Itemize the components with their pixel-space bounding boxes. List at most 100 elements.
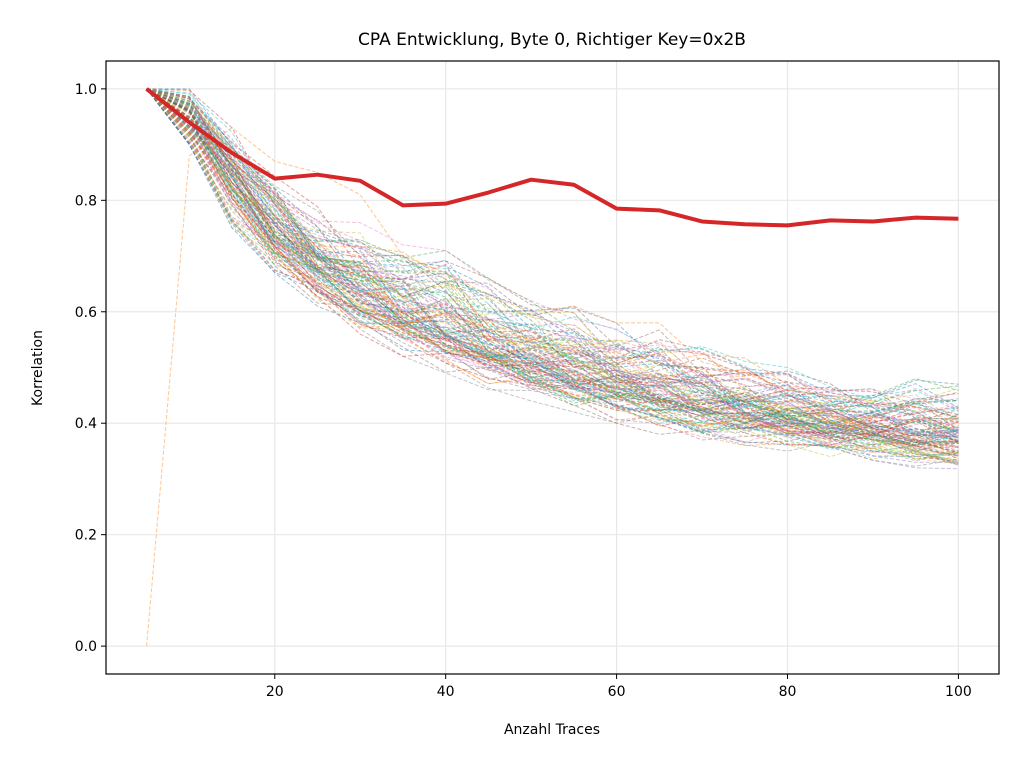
wrong-key-line xyxy=(146,88,959,438)
wrong-key-line xyxy=(146,88,959,435)
wrong-key-line xyxy=(146,88,959,453)
axis-ticks: 20 40 60 80 100 0.0 0.2 0.4 0.6 0.8 1.0 xyxy=(75,82,972,700)
wrong-key-line xyxy=(146,88,959,416)
wrong-key-line xyxy=(146,88,959,434)
wrong-key-line xyxy=(146,88,959,423)
x-tick-label: 40 xyxy=(437,684,455,700)
wrong-key-line xyxy=(146,88,959,465)
wrong-key-line xyxy=(146,88,959,439)
wrong-key-line xyxy=(146,88,959,450)
wrong-key-line xyxy=(146,88,959,431)
wrong-key-line xyxy=(146,88,959,439)
wrong-key-line xyxy=(146,88,959,461)
wrong-key-line xyxy=(146,88,959,442)
wrong-key-line xyxy=(146,88,959,448)
wrong-key-line xyxy=(146,88,959,464)
wrong-key-line xyxy=(146,88,959,426)
wrong-key-line xyxy=(146,88,959,459)
wrong-key-line xyxy=(146,88,959,460)
wrong-key-line xyxy=(146,88,959,442)
wrong-key-line xyxy=(146,88,959,412)
wrong-key-line xyxy=(146,88,959,436)
wrong-key-line xyxy=(146,88,959,453)
wrong-key-line xyxy=(146,88,959,433)
wrong-key-line xyxy=(146,88,959,436)
wrong-key-line xyxy=(146,88,959,427)
wrong-key-line xyxy=(146,88,959,446)
x-tick-label: 60 xyxy=(608,684,626,700)
wrong-key-line xyxy=(146,88,959,446)
wrong-key-line xyxy=(146,88,959,463)
wrong-key-line xyxy=(146,88,959,434)
wrong-key-line xyxy=(146,88,959,456)
wrong-key-line xyxy=(146,88,959,454)
y-tick-label: 0.6 xyxy=(75,305,97,321)
wrong-key-line xyxy=(146,88,959,452)
wrong-key-line xyxy=(146,88,959,423)
wrong-key-line xyxy=(146,88,959,425)
wrong-key-line xyxy=(146,88,959,463)
wrong-key-line xyxy=(146,88,959,424)
wrong-key-line xyxy=(146,88,959,443)
wrong-key-line xyxy=(146,88,959,437)
wrong-key-line xyxy=(146,88,959,444)
y-axis-label: Korrelation xyxy=(30,330,46,406)
wrong-key-line xyxy=(146,88,959,456)
wrong-key-line xyxy=(146,88,959,446)
wrong-key-line xyxy=(146,88,959,437)
wrong-key-line xyxy=(146,88,959,423)
wrong-key-line xyxy=(146,88,959,463)
wrong-key-line xyxy=(146,88,959,437)
wrong-key-line xyxy=(146,88,959,429)
wrong-key-line xyxy=(146,88,959,409)
wrong-key-line xyxy=(146,88,959,433)
wrong-key-line xyxy=(146,88,959,441)
series-lines xyxy=(145,87,959,647)
wrong-key-line xyxy=(146,88,959,465)
wrong-key-line xyxy=(146,88,959,449)
wrong-key-line xyxy=(146,88,959,444)
wrong-key-line xyxy=(146,88,959,434)
y-tick-label: 1.0 xyxy=(75,82,97,98)
wrong-key-line xyxy=(146,88,959,439)
x-axis-label: Anzahl Traces xyxy=(504,722,600,738)
wrong-key-line xyxy=(146,88,959,451)
wrong-key-line xyxy=(146,88,959,437)
y-tick-label: 0.4 xyxy=(75,416,97,432)
wrong-key-line xyxy=(146,88,959,449)
wrong-key-line xyxy=(146,88,959,456)
y-tick-label: 0.2 xyxy=(75,528,97,544)
wrong-key-line xyxy=(146,88,959,465)
wrong-key-line xyxy=(146,88,959,440)
wrong-key-line xyxy=(146,88,959,449)
wrong-key-line xyxy=(146,88,959,462)
wrong-key-line xyxy=(146,88,959,435)
wrong-key-line xyxy=(146,88,959,430)
wrong-key-line xyxy=(146,88,959,458)
wrong-key-line xyxy=(146,88,959,414)
wrong-key-line xyxy=(146,88,959,455)
wrong-key-line xyxy=(146,88,959,430)
wrong-key-line xyxy=(146,88,959,466)
wrong-key-line xyxy=(146,88,959,438)
wrong-key-line xyxy=(146,88,959,422)
wrong-key-line xyxy=(146,88,959,467)
wrong-key-line xyxy=(146,88,959,456)
wrong-key-line xyxy=(146,88,959,418)
wrong-key-line xyxy=(146,88,959,435)
wrong-key-line xyxy=(146,88,959,431)
wrong-key-line xyxy=(146,88,959,436)
wrong-key-line xyxy=(146,88,959,454)
wrong-key-line xyxy=(146,88,959,415)
y-tick-label: 0.8 xyxy=(75,193,97,209)
wrong-key-line xyxy=(146,88,959,430)
wrong-key-line xyxy=(146,88,959,439)
wrong-key-line xyxy=(146,88,959,442)
wrong-key-line xyxy=(146,88,959,428)
x-tick-label: 100 xyxy=(945,684,972,700)
wrong-key-line xyxy=(146,88,959,420)
wrong-key-line xyxy=(146,88,959,448)
chart-title: CPA Entwicklung, Byte 0, Richtiger Key=0… xyxy=(358,30,746,50)
x-tick-label: 20 xyxy=(266,684,284,700)
